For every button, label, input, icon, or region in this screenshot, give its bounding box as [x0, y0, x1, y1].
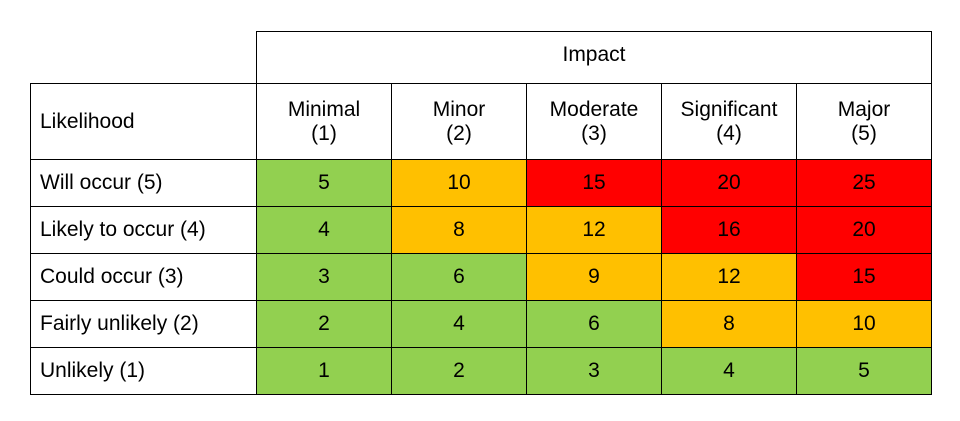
risk-cell: 10 [391, 159, 527, 207]
risk-cell: 15 [796, 253, 932, 301]
impact-level-4: Significant (4) [661, 83, 797, 160]
risk-cell: 2 [256, 300, 392, 348]
risk-cell: 2 [391, 347, 527, 395]
likelihood-label: Unlikely (1) [30, 347, 257, 395]
risk-cell: 25 [796, 159, 932, 207]
risk-cell: 12 [661, 253, 797, 301]
risk-cell: 12 [526, 206, 662, 254]
impact-level-1: Minimal (1) [256, 83, 392, 160]
likelihood-row-1: Unlikely (1) 1 2 3 4 5 [30, 347, 932, 395]
risk-cell: 16 [661, 206, 797, 254]
impact-header-row: Impact [30, 31, 932, 84]
impact-level-2: Minor (2) [391, 83, 527, 160]
risk-cell: 5 [796, 347, 932, 395]
risk-cell: 6 [526, 300, 662, 348]
impact-level-name: Moderate [549, 97, 639, 121]
corner-blank [30, 31, 257, 84]
risk-cell: 10 [796, 300, 932, 348]
risk-cell: 20 [796, 206, 932, 254]
likelihood-label: Likely to occur (4) [30, 206, 257, 254]
risk-cell: 1 [256, 347, 392, 395]
risk-cell: 3 [256, 253, 392, 301]
risk-cell: 9 [526, 253, 662, 301]
likelihood-row-3: Could occur (3) 3 6 9 12 15 [30, 253, 932, 301]
impact-level-score: (5) [851, 121, 877, 145]
risk-cell: 15 [526, 159, 662, 207]
risk-cell: 4 [256, 206, 392, 254]
impact-level-score: (1) [311, 121, 337, 145]
impact-header: Impact [256, 31, 932, 84]
impact-level-3: Moderate (3) [526, 83, 662, 160]
impact-level-name: Major [837, 97, 891, 121]
likelihood-label: Fairly unlikely (2) [30, 300, 257, 348]
impact-level-score: (2) [446, 121, 472, 145]
likelihood-label: Could occur (3) [30, 253, 257, 301]
impact-levels-row: Likelihood Minimal (1) Minor (2) Moderat… [30, 83, 932, 160]
impact-level-score: (4) [716, 121, 742, 145]
risk-cell: 20 [661, 159, 797, 207]
risk-cell: 8 [391, 206, 527, 254]
likelihood-header: Likelihood [30, 83, 257, 160]
likelihood-row-5: Will occur (5) 5 10 15 20 25 [30, 159, 932, 207]
risk-matrix: Impact Likelihood Minimal (1) Minor (2) … [30, 31, 932, 395]
impact-level-name: Minor [432, 97, 486, 121]
risk-cell: 4 [391, 300, 527, 348]
risk-cell: 8 [661, 300, 797, 348]
risk-cell: 6 [391, 253, 527, 301]
likelihood-label: Will occur (5) [30, 159, 257, 207]
likelihood-row-2: Fairly unlikely (2) 2 4 6 8 10 [30, 300, 932, 348]
impact-level-5: Major (5) [796, 83, 932, 160]
impact-level-score: (3) [581, 121, 607, 145]
impact-level-name: Minimal [287, 97, 361, 121]
likelihood-row-4: Likely to occur (4) 4 8 12 16 20 [30, 206, 932, 254]
risk-cell: 4 [661, 347, 797, 395]
impact-level-name: Significant [680, 97, 778, 121]
risk-cell: 3 [526, 347, 662, 395]
risk-cell: 5 [256, 159, 392, 207]
